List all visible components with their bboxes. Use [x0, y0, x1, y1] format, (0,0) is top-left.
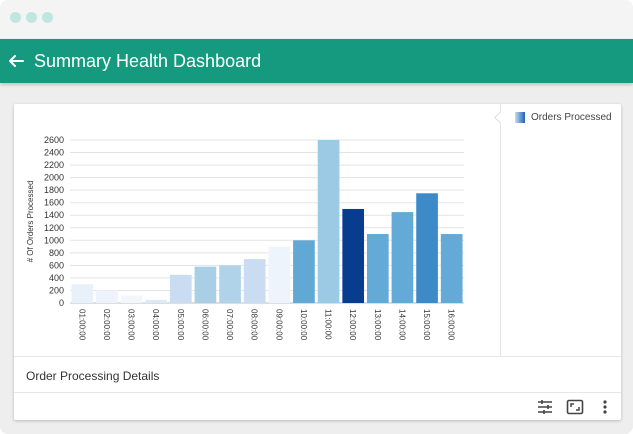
bar[interactable]	[145, 299, 168, 303]
y-tick-label: 1000	[44, 235, 64, 245]
bar[interactable]	[219, 265, 241, 303]
y-tick-label: 1200	[44, 223, 64, 233]
x-tick-label: 02:00:00	[102, 309, 111, 341]
page-title: Summary Health Dashboard	[34, 51, 262, 71]
x-tick-label: 16:00:00	[447, 309, 456, 341]
y-tick-label: 1600	[44, 198, 64, 208]
y-tick-label: 600	[49, 260, 64, 270]
bar-chart: 0 200 400 600 800 1000 1200 1400 1600 1800 2000 220…	[26, 135, 464, 341]
bar[interactable]	[169, 274, 192, 303]
y-tick-label: 2400	[44, 148, 64, 158]
x-tick-label: 12:00:00	[348, 309, 357, 341]
fullscreen-icon[interactable]	[566, 399, 584, 415]
x-tick-label: 13:00:00	[373, 309, 382, 341]
bar[interactable]	[120, 295, 143, 303]
divider	[14, 356, 621, 357]
y-tick-label: 1800	[44, 185, 64, 195]
y-tick-label: 1400	[44, 210, 64, 220]
x-tick-label: 08:00:00	[250, 309, 259, 341]
bar[interactable]	[317, 140, 340, 303]
x-tick-label: 15:00:00	[422, 309, 431, 341]
arrow-left-icon[interactable]	[4, 49, 28, 73]
chart-area: 0 200 400 600 800 1000 1200 1400 1600 1800 2000 220…	[14, 104, 621, 356]
app-bar: Summary Health Dashboard	[0, 39, 633, 83]
legend-swatch	[515, 112, 525, 123]
close-dot[interactable]	[10, 12, 21, 23]
x-tick-label: 07:00:00	[225, 309, 234, 341]
bar[interactable]	[268, 246, 291, 303]
x-tick-label: 01:00:00	[77, 309, 86, 341]
legend-panel: Orders Processed	[494, 104, 621, 356]
y-tick-label: 2200	[44, 160, 64, 170]
y-tick-label: 400	[49, 273, 64, 283]
y-tick-label: 2600	[44, 135, 64, 145]
bar[interactable]	[440, 234, 463, 303]
minimize-dot[interactable]	[26, 12, 37, 23]
bar[interactable]	[366, 234, 389, 303]
y-tick-label: 0	[59, 298, 64, 308]
window-titlebar	[0, 0, 633, 38]
details-title: Order Processing Details	[26, 369, 160, 383]
y-axis-label: # Of Orders Processed	[26, 181, 35, 263]
bar[interactable]	[243, 259, 266, 303]
x-tick-label: 05:00:00	[176, 309, 185, 341]
legend-label: Orders Processed	[531, 112, 612, 123]
zoom-dot[interactable]	[42, 12, 53, 23]
x-tick-label: 09:00:00	[274, 309, 283, 341]
x-tick-label: 03:00:00	[127, 309, 136, 341]
y-tick-label: 800	[49, 248, 64, 258]
y-tick-label: 200	[49, 285, 64, 295]
bar[interactable]	[71, 284, 94, 303]
bar[interactable]	[194, 266, 217, 303]
bar[interactable]	[342, 208, 365, 303]
x-tick-label: 14:00:00	[397, 309, 406, 341]
x-tick-label: 10:00:00	[299, 309, 308, 341]
bar[interactable]	[416, 193, 438, 303]
x-tick-label: 11:00:00	[324, 309, 333, 340]
chart-card: 0 200 400 600 800 1000 1200 1400 1600 1800 2000 220…	[14, 104, 621, 420]
tune-icon[interactable]	[536, 399, 554, 415]
bar[interactable]	[391, 212, 414, 303]
divider	[14, 392, 621, 393]
bar[interactable]	[96, 290, 118, 303]
x-tick-label: 06:00:00	[200, 309, 209, 341]
y-tick-label: 2000	[44, 173, 64, 183]
more-vert-icon[interactable]	[596, 399, 614, 415]
bar[interactable]	[293, 240, 315, 303]
x-tick-label: 04:00:00	[151, 309, 160, 341]
